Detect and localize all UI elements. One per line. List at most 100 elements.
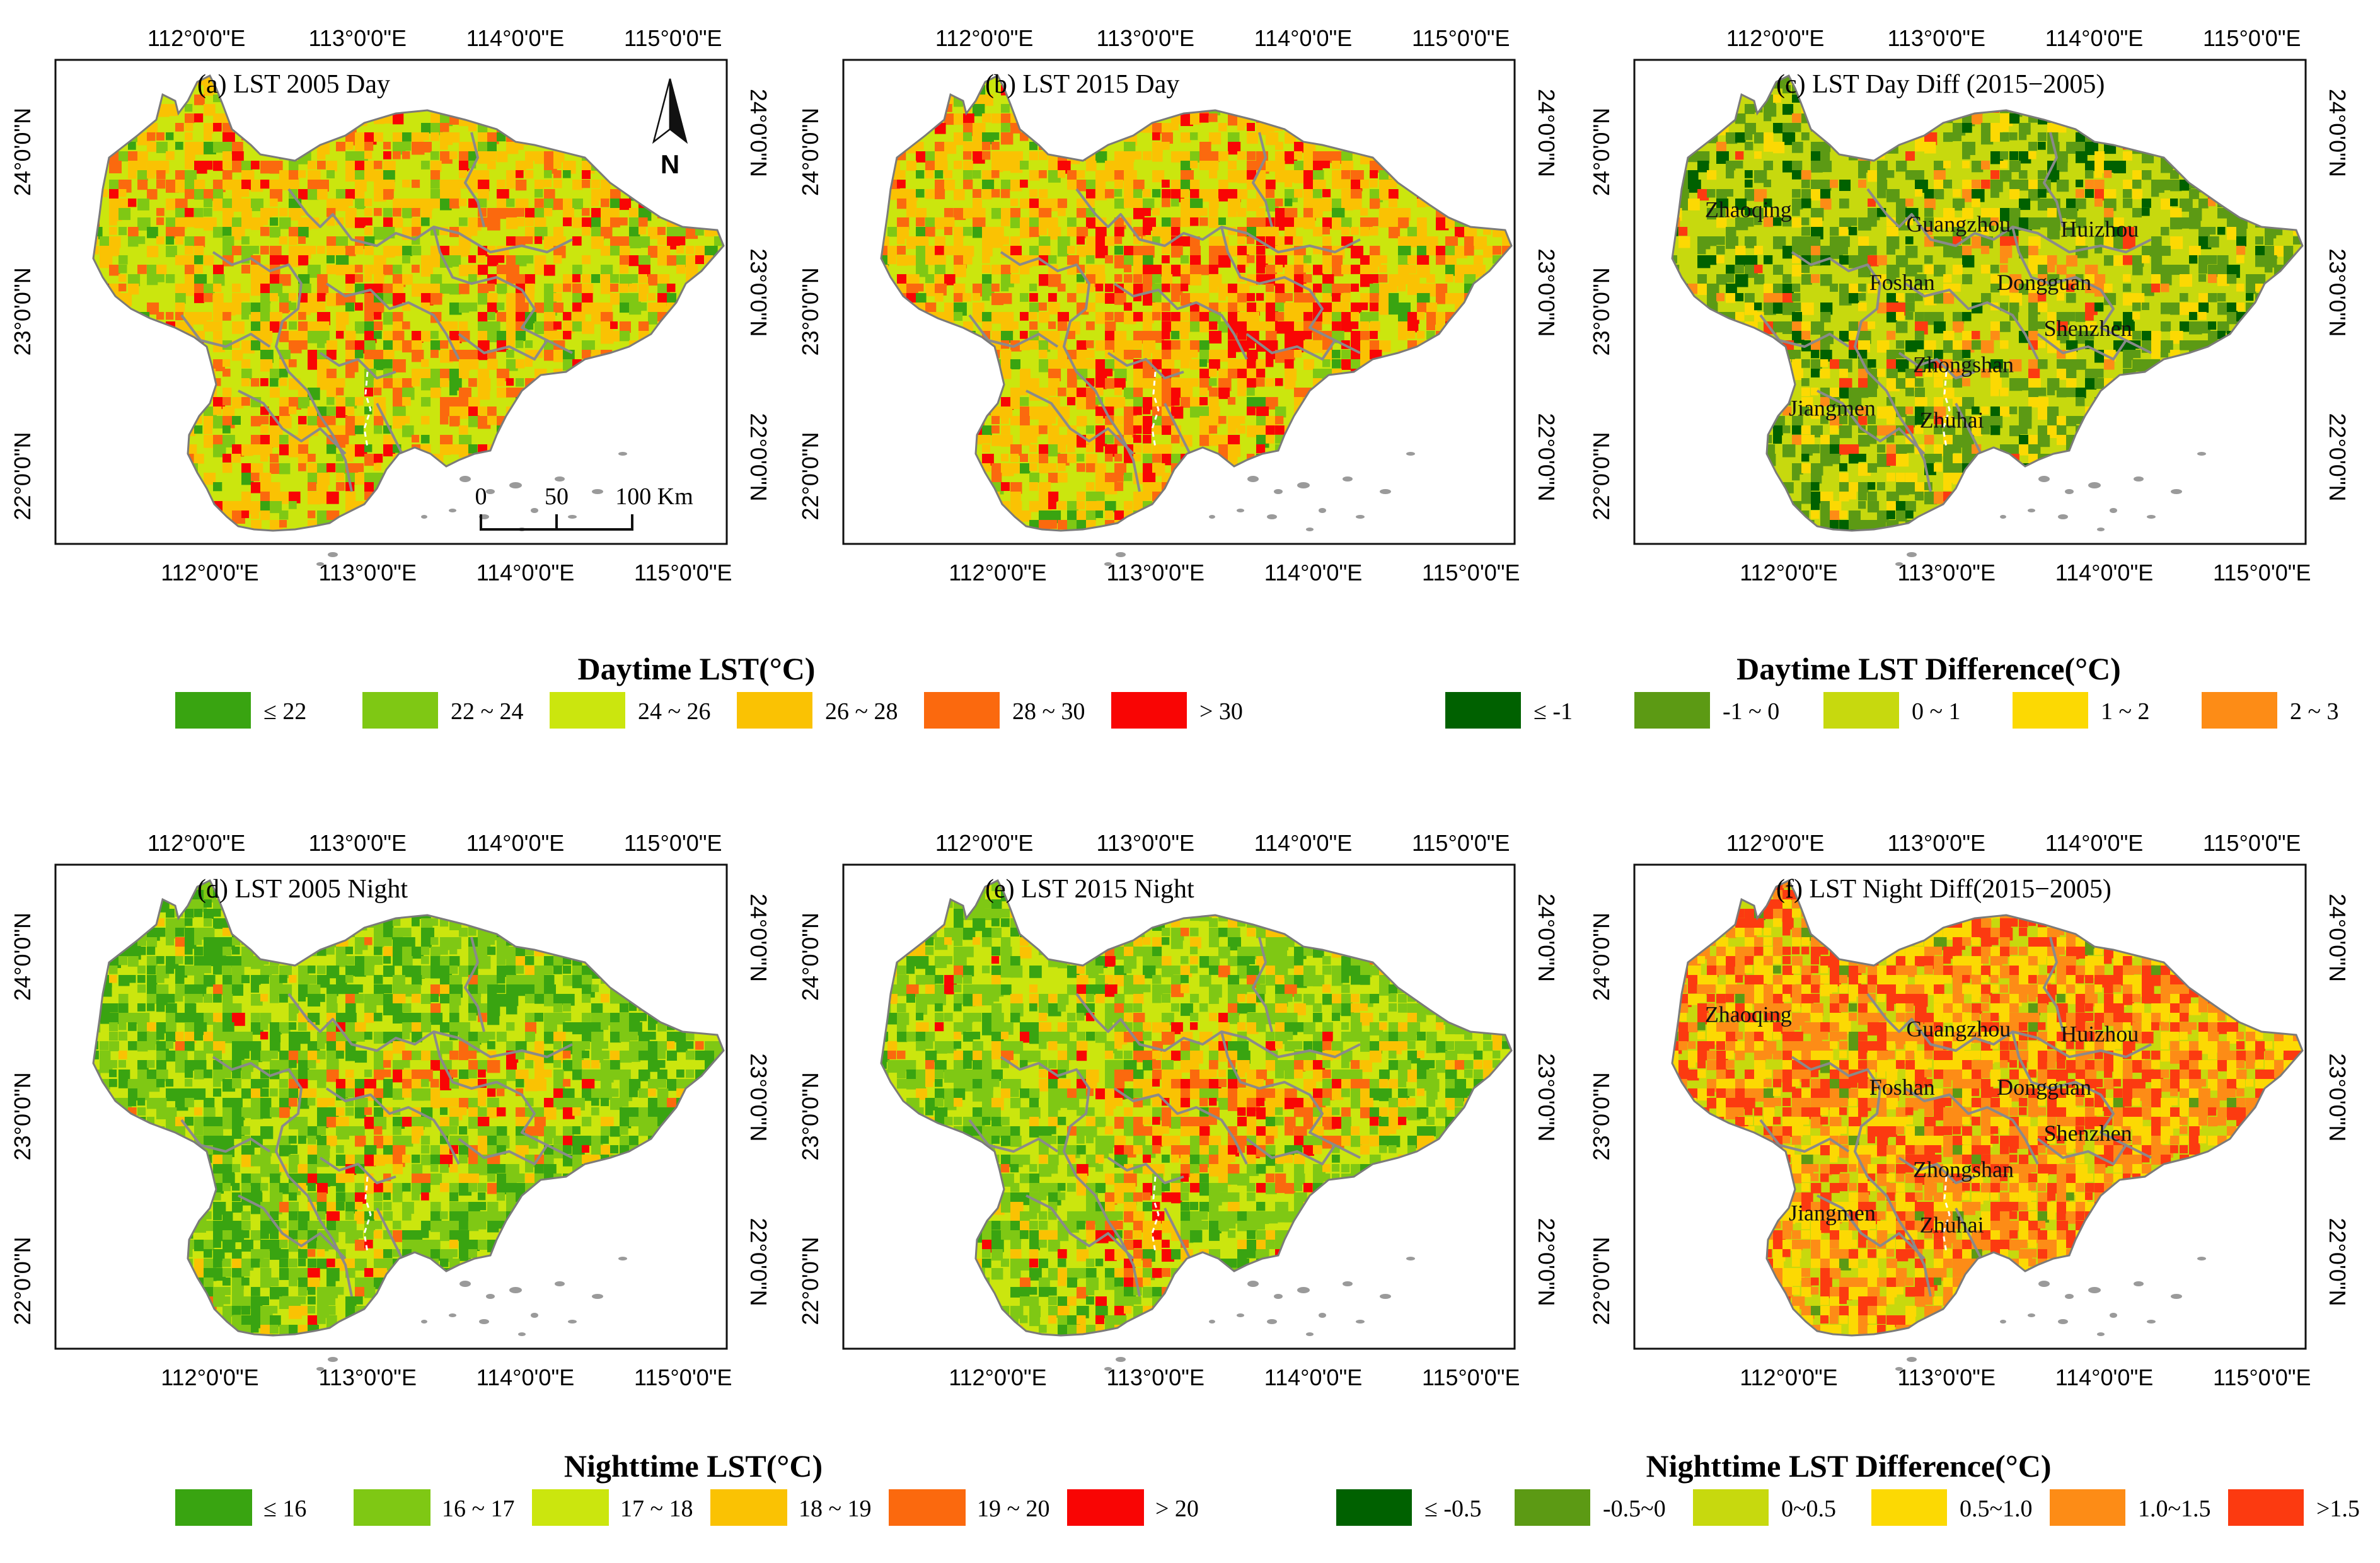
lon-label-bottom: 113°0'0"E [1897, 560, 1996, 585]
island [2000, 515, 2006, 519]
island [1237, 509, 1244, 512]
island [568, 515, 577, 519]
district-boundary [2043, 937, 2064, 1032]
island [531, 508, 538, 513]
lat-label-right: 24°0'0"N [746, 89, 771, 177]
lon-label-bottom: 114°0'0"E [1264, 1364, 1363, 1390]
lon-label-bottom: 113°0'0"E [1897, 1364, 1996, 1390]
island [486, 1294, 495, 1299]
legend-swatch [175, 692, 251, 729]
lon-label-top: 114°0'0"E [2045, 830, 2144, 856]
lat-label-left: 24°0'0"N [797, 913, 823, 1001]
district-boundary [2043, 132, 2064, 228]
district-boundary [1220, 226, 1336, 342]
island [1116, 1357, 1126, 1362]
island [421, 1320, 427, 1324]
lon-label-top: 115°0'0"E [624, 25, 722, 51]
lat-label-left: 23°0'0"N [1588, 267, 1614, 355]
island [1116, 552, 1126, 557]
city-label-zhaoqing: Zhaoqing [1705, 1002, 1792, 1027]
city-label-zhuhai: Zhuhai [1920, 408, 1984, 433]
legend-swatch [2050, 1489, 2125, 1526]
city-label-shenzhen: Shenzhen [2044, 316, 2132, 341]
district-boundary [238, 1194, 347, 1260]
lon-label-top: 114°0'0"E [466, 830, 565, 856]
district-boundary [1252, 937, 1273, 1032]
district-boundary [1817, 1194, 1926, 1260]
legend-swatch [1634, 692, 1710, 729]
city-label-jiangmen: Jiangmen [1789, 395, 1876, 420]
island [459, 476, 471, 482]
lat-label-left: 22°0'0"N [797, 432, 823, 520]
lat-label-right: 22°0'0"N [1534, 413, 1559, 501]
district-boundary [287, 188, 573, 253]
lat-label-left: 24°0'0"N [9, 108, 35, 196]
island [2147, 515, 2156, 519]
lat-label-right: 22°0'0"N [746, 413, 771, 501]
legend-swatch [1111, 692, 1187, 729]
city-label-dongguan: Dongguan [1997, 1075, 2091, 1100]
district-boundary [1245, 1138, 1361, 1165]
island [1306, 1332, 1314, 1336]
lon-label-top: 113°0'0"E [309, 25, 407, 51]
lat-label-right: 23°0'0"N [2325, 248, 2350, 337]
river-line [1942, 371, 1951, 448]
district-boundary [1759, 314, 1850, 348]
lon-label-top: 115°0'0"E [2203, 25, 2301, 51]
legend-label: 0 ~ 1 [1912, 698, 1961, 725]
map-panel-b: (b) LST 2015 Day 112°0'0"E 112°0'0"E 113°0'… [797, 25, 1559, 585]
district-boundary [2011, 226, 2127, 342]
island [1297, 482, 1310, 488]
district-boundary [1904, 1087, 2039, 1165]
city-label-zhongshan: Zhongshan [1913, 1156, 2014, 1182]
legend-label: 1 ~ 2 [2101, 698, 2150, 725]
island [316, 1367, 324, 1371]
district-boundary [1252, 132, 1273, 228]
north-arrow-icon: N [652, 78, 688, 179]
island [618, 452, 627, 456]
lon-label-top: 112°0'0"E [147, 830, 246, 856]
island [1104, 562, 1112, 566]
legend-day_lst: Daytime LST(°C) ≤ 22 22 ~ 24 24 ~ 26 26 ~ 28… [175, 651, 1243, 729]
island [1297, 1287, 1310, 1293]
legend-title: Daytime LST(°C) [578, 651, 816, 686]
lon-label-bottom: 115°0'0"E [2213, 1364, 2311, 1390]
island [421, 515, 427, 519]
legend-swatch [362, 692, 438, 729]
legend-label: 26 ~ 28 [825, 698, 898, 725]
island [1895, 562, 1903, 566]
island [1104, 1367, 1112, 1371]
city-label-foshan: Foshan [1869, 270, 1935, 295]
map-panel-f: (f) LST Night Diff(2015−2005) 112°0'0"E 11… [1588, 830, 2350, 1390]
island [1895, 1367, 1903, 1371]
legend-label: 22 ~ 24 [451, 698, 524, 725]
lon-label-bottom: 115°0'0"E [634, 1364, 732, 1390]
legend-label: 17 ~ 18 [620, 1496, 693, 1522]
city-label-foshan: Foshan [1869, 1075, 1935, 1100]
scale-bar-label: 100 Km [615, 483, 693, 510]
lon-label-top: 114°0'0"E [1254, 830, 1353, 856]
island [2028, 509, 2035, 512]
legend-swatch [710, 1489, 787, 1526]
island [1406, 452, 1415, 456]
lat-label-right: 23°0'0"N [2325, 1053, 2350, 1141]
panel-title: (b) LST 2015 Day [985, 70, 1179, 99]
district-boundary [1866, 188, 2152, 253]
island [2038, 1281, 2050, 1287]
district-boundary [1113, 282, 1248, 360]
district-boundary [1025, 1194, 1135, 1260]
island [1274, 489, 1283, 494]
island [2197, 1257, 2206, 1260]
river-line [363, 1176, 372, 1253]
island [328, 552, 338, 557]
island [2065, 489, 2074, 494]
district-boundary [325, 1087, 460, 1165]
legend-night_lst: Nighttime LST(°C) ≤ 16 16 ~ 17 17 ~ 18 18 ~ … [175, 1448, 1199, 1526]
island [2197, 452, 2206, 456]
panel-title: (f) LST Night Diff(2015−2005) [1776, 875, 2111, 904]
legend-title: Daytime LST Difference(°C) [1736, 651, 2121, 686]
island [568, 1320, 577, 1324]
district-boundary [458, 1138, 573, 1165]
island [1247, 476, 1259, 482]
